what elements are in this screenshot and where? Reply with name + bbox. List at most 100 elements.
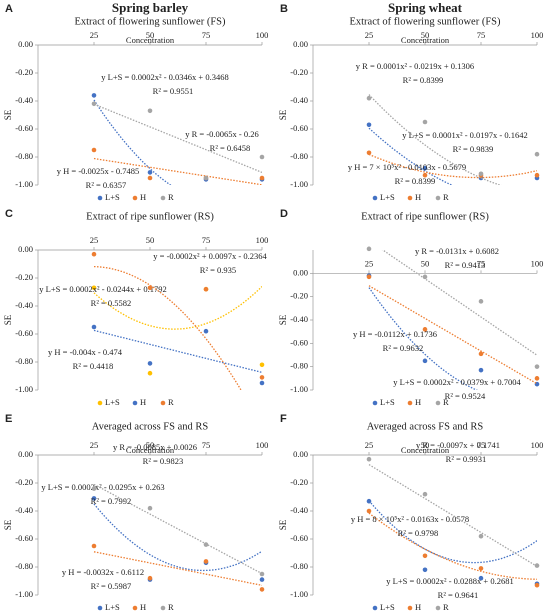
- legend-marker: [372, 400, 378, 406]
- r-squared: R² = 0.9823: [143, 456, 184, 466]
- trendline: [381, 250, 537, 356]
- x-tick-label: 75: [477, 258, 486, 268]
- r-squared: R² = 0.9551: [153, 86, 194, 96]
- r-squared: R² = 0.5582: [91, 298, 132, 308]
- trend-equation: y L+S = 0.0002x² - 0.0379x + 0.7004: [393, 377, 521, 387]
- trend-equation: y L+S = 0.0002x² - 0.0295x + 0.263: [41, 482, 164, 492]
- r-squared: R² = 0.8399: [395, 176, 436, 186]
- legend-marker: [97, 605, 103, 611]
- trendline: [368, 153, 537, 179]
- panel-label: A: [5, 3, 13, 15]
- y-tick-label: -0.20: [15, 67, 33, 77]
- y-tick-label: -0.40: [15, 95, 33, 105]
- y-tick-label: -1.00: [290, 589, 308, 599]
- x-tick-label: 50: [421, 440, 430, 450]
- y-tick-label: -1.00: [15, 589, 33, 599]
- data-point: [147, 575, 153, 581]
- data-point: [203, 542, 209, 547]
- data-point: [422, 327, 428, 332]
- x-tick-label: 50: [421, 30, 430, 40]
- legend-marker: [372, 195, 378, 201]
- x-axis-label: Concentration: [401, 445, 450, 455]
- data-point: [259, 375, 265, 380]
- data-point: [534, 582, 540, 588]
- r-squared: R² = 0.9839: [453, 144, 494, 154]
- legend-label: L+S: [105, 397, 120, 407]
- data-point: [91, 486, 97, 491]
- trend-equation: y H = -0.0112x + 0.1736: [353, 329, 437, 339]
- y-tick-label: 0.00: [293, 39, 308, 49]
- data-point: [147, 175, 153, 181]
- y-tick-label: -0.80: [290, 361, 308, 371]
- y-tick-label: 0.00: [18, 449, 33, 459]
- y-tick-label: -0.40: [15, 505, 33, 515]
- data-point: [534, 172, 540, 178]
- x-tick-label: 75: [202, 440, 211, 450]
- x-axis-label: Concentration: [126, 35, 175, 45]
- x-tick-label: 50: [421, 258, 430, 268]
- legend-marker: [435, 605, 441, 611]
- legend-marker: [132, 400, 138, 406]
- trend-equation: y = -0.0002x² + 0.0097x - 0.2364: [153, 251, 267, 261]
- data-point: [203, 559, 209, 564]
- trendline: [368, 287, 479, 390]
- y-tick-label: -0.20: [290, 477, 308, 487]
- panel-label: D: [280, 208, 288, 220]
- y-tick-label: -0.80: [15, 561, 33, 571]
- y-tick-label: 0.00: [18, 39, 33, 49]
- trend-equation: y R = -0.0097x + 0.1741: [416, 440, 500, 450]
- data-point: [91, 147, 97, 153]
- column-header: Spring wheat: [388, 0, 463, 15]
- x-tick-label: 100: [256, 440, 269, 450]
- y-tick-label: -0.40: [15, 300, 33, 310]
- data-point: [478, 575, 484, 581]
- data-point: [366, 95, 372, 101]
- r-squared: R² = 0.9632: [383, 343, 424, 353]
- y-tick-label: -0.80: [290, 151, 308, 161]
- data-point: [91, 496, 97, 501]
- y-tick-label: -0.20: [15, 477, 33, 487]
- trendline: [93, 103, 262, 174]
- data-point: [147, 170, 153, 175]
- x-tick-label: 50: [146, 30, 155, 40]
- y-tick-label: -0.60: [290, 337, 308, 347]
- y-tick-label: -0.20: [15, 272, 33, 282]
- trendline: [368, 285, 537, 385]
- y-tick-label: -1.00: [290, 384, 308, 394]
- y-axis-label: SE: [278, 314, 288, 325]
- data-point: [203, 286, 209, 292]
- chart-title: Extract of flowering sunflower (FS): [74, 16, 226, 27]
- data-point: [422, 567, 428, 573]
- y-axis-label: SE: [3, 109, 13, 120]
- trend-equation: y H = 7 × 10⁵x² - 0.0103x - 0.5679: [348, 162, 466, 172]
- data-point: [534, 563, 540, 568]
- y-tick-label: -0.80: [15, 151, 33, 161]
- data-point: [259, 587, 265, 592]
- data-point: [366, 246, 372, 252]
- legend-label: R: [168, 397, 174, 407]
- r-squared: R² = 0.9413: [445, 260, 486, 270]
- panel-label: F: [280, 413, 287, 425]
- legend-marker: [97, 400, 103, 406]
- chart-title: Extract of ripe sunflower (RS): [86, 211, 214, 222]
- y-tick-label: 0.00: [293, 449, 308, 459]
- legend-label: R: [443, 602, 449, 612]
- data-point: [259, 362, 265, 368]
- data-point: [259, 571, 265, 577]
- trend-equation: y H = 8 × 10⁵x² - 0.0163x - 0.0578: [351, 514, 469, 524]
- trendline: [93, 329, 262, 374]
- y-axis-label: SE: [3, 314, 13, 325]
- legend-label: H: [140, 602, 146, 612]
- data-point: [91, 251, 97, 257]
- data-point: [147, 108, 153, 114]
- trendline: [368, 94, 502, 185]
- chart-title: Extract of ripe sunflower (RS): [361, 211, 489, 222]
- panel-label: E: [5, 413, 12, 425]
- legend-marker: [160, 400, 166, 406]
- x-tick-label: 25: [90, 440, 99, 450]
- data-point: [366, 274, 372, 280]
- data-point: [259, 380, 265, 386]
- trend-equation: y L+S = 0.0002x² - 0.0288x + 0.2681: [386, 576, 513, 586]
- y-tick-label: -0.20: [290, 291, 308, 301]
- data-point: [91, 93, 97, 98]
